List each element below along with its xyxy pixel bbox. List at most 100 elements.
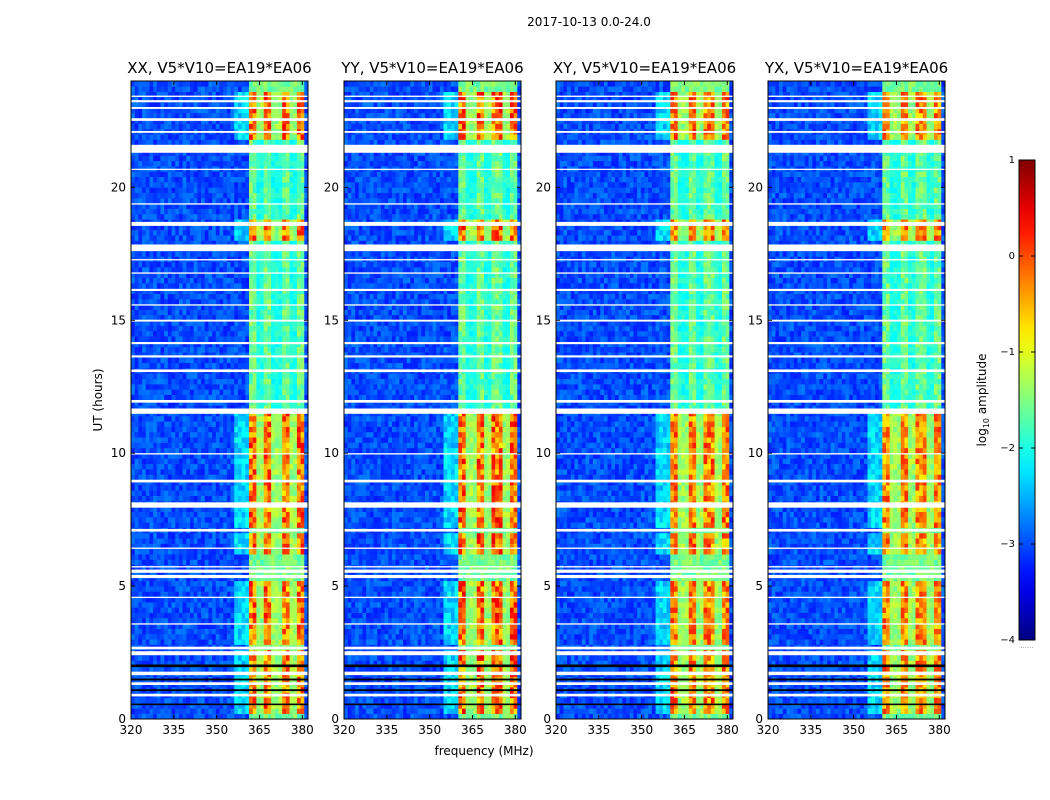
heatmap-cell: [131, 431, 135, 438]
heatmap-cell: [245, 703, 250, 709]
heatmap-cell: [245, 463, 250, 470]
heatmap-cell: [208, 251, 213, 257]
heatmap-cell: [289, 182, 294, 188]
heatmap-cell: [274, 208, 279, 215]
heatmap-cell: [134, 575, 139, 582]
heatmap-cell: [131, 421, 135, 427]
heatmap-cell: [274, 176, 279, 183]
heatmap-cell: [134, 703, 139, 709]
heatmap-cell: [219, 660, 224, 667]
heatmap-cell: [215, 612, 220, 619]
heatmap-cell: [271, 538, 276, 544]
heatmap-cell: [219, 554, 224, 560]
heatmap-cell: [223, 400, 228, 406]
heatmap-cell: [285, 554, 290, 560]
heatmap-cell: [267, 495, 272, 502]
heatmap-cell: [234, 532, 239, 539]
heatmap-cell: [234, 479, 239, 486]
heatmap-cell: [249, 224, 253, 231]
heatmap-cell: [241, 288, 246, 294]
heatmap-cell: [300, 171, 305, 177]
heatmap-cell: [134, 394, 139, 401]
heatmap-cell: [282, 378, 287, 385]
heatmap-cell: [208, 415, 213, 422]
heatmap-cell: [171, 261, 176, 268]
heatmap-cell: [212, 437, 217, 443]
heatmap-cell: [153, 437, 158, 443]
heatmap-cell: [296, 607, 301, 613]
heatmap-cell: [131, 655, 135, 661]
heatmap-cell: [167, 251, 172, 257]
heatmap-cell: [190, 213, 194, 220]
heatmap-cell: [249, 314, 253, 321]
heatmap-cell: [138, 229, 143, 236]
heatmap-cell: [293, 267, 298, 273]
heatmap-cell: [212, 660, 217, 667]
heatmap-cell: [186, 602, 191, 608]
heatmap-cell: [304, 208, 309, 215]
heatmap-cell: [190, 176, 194, 183]
heatmap-cell: [278, 570, 283, 576]
heatmap-cell: [186, 378, 191, 385]
heatmap-cell: [282, 213, 287, 220]
heatmap-cell: [285, 309, 290, 316]
heatmap-cell: [289, 203, 294, 209]
heatmap-cell: [197, 633, 202, 640]
heatmap-cell: [160, 554, 165, 560]
heatmap-cell: [164, 511, 169, 518]
heatmap-cell: [164, 554, 169, 560]
heatmap-cell: [293, 362, 298, 369]
heatmap-cell: [131, 532, 135, 539]
heatmap-cell: [212, 288, 217, 294]
heatmap-cell: [219, 421, 224, 427]
heatmap-cell: [278, 538, 283, 544]
heatmap-cell: [156, 182, 161, 188]
heatmap-cell: [138, 421, 143, 427]
heatmap-cell: [304, 586, 309, 592]
heatmap-cell: [260, 352, 265, 358]
heatmap-cell: [182, 405, 187, 411]
heatmap-cell: [134, 251, 139, 257]
heatmap-cell: [267, 548, 272, 555]
heatmap-cell: [263, 623, 268, 629]
heatmap-cell: [219, 591, 224, 598]
heatmap-cell: [237, 171, 242, 177]
heatmap-cell: [197, 580, 202, 587]
heatmap-cell: [300, 660, 305, 667]
heatmap-cell: [201, 224, 206, 231]
heatmap-cell: [245, 213, 250, 220]
heatmap-cell: [256, 298, 261, 305]
heatmap-cell: [260, 298, 265, 305]
heatmap-cell: [178, 479, 183, 486]
heatmap-cell: [138, 586, 143, 592]
heatmap-cell: [267, 176, 272, 183]
heatmap-cell: [190, 362, 194, 369]
heatmap-cell: [234, 373, 239, 380]
heatmap-cell: [274, 628, 279, 635]
heatmap-cell: [304, 575, 309, 582]
heatmap-cell: [131, 320, 135, 326]
heatmap-cell: [138, 426, 143, 433]
heatmap-cell: [197, 357, 202, 364]
heatmap-cell: [252, 362, 257, 369]
heatmap-cell: [160, 330, 165, 337]
heatmap-cell: [278, 453, 283, 459]
heatmap-cell: [145, 346, 150, 353]
heatmap-cell: [193, 532, 198, 539]
heatmap-cell: [171, 373, 176, 380]
heatmap-cell: [197, 570, 202, 576]
heatmap-cell: [289, 208, 294, 215]
heatmap-cell: [193, 298, 198, 305]
heatmap-cell: [134, 182, 139, 188]
heatmap-cell: [171, 357, 176, 364]
heatmap-cell: [249, 490, 253, 496]
heatmap-cell: [138, 283, 143, 289]
heatmap-cell: [204, 283, 209, 289]
heatmap-cell: [186, 187, 191, 193]
heatmap-cell: [208, 554, 213, 560]
heatmap-cell: [300, 586, 305, 592]
heatmap-cell: [182, 516, 187, 523]
heatmap-cell: [182, 298, 187, 305]
heatmap-cell: [267, 713, 272, 720]
heatmap-cell: [263, 320, 268, 326]
